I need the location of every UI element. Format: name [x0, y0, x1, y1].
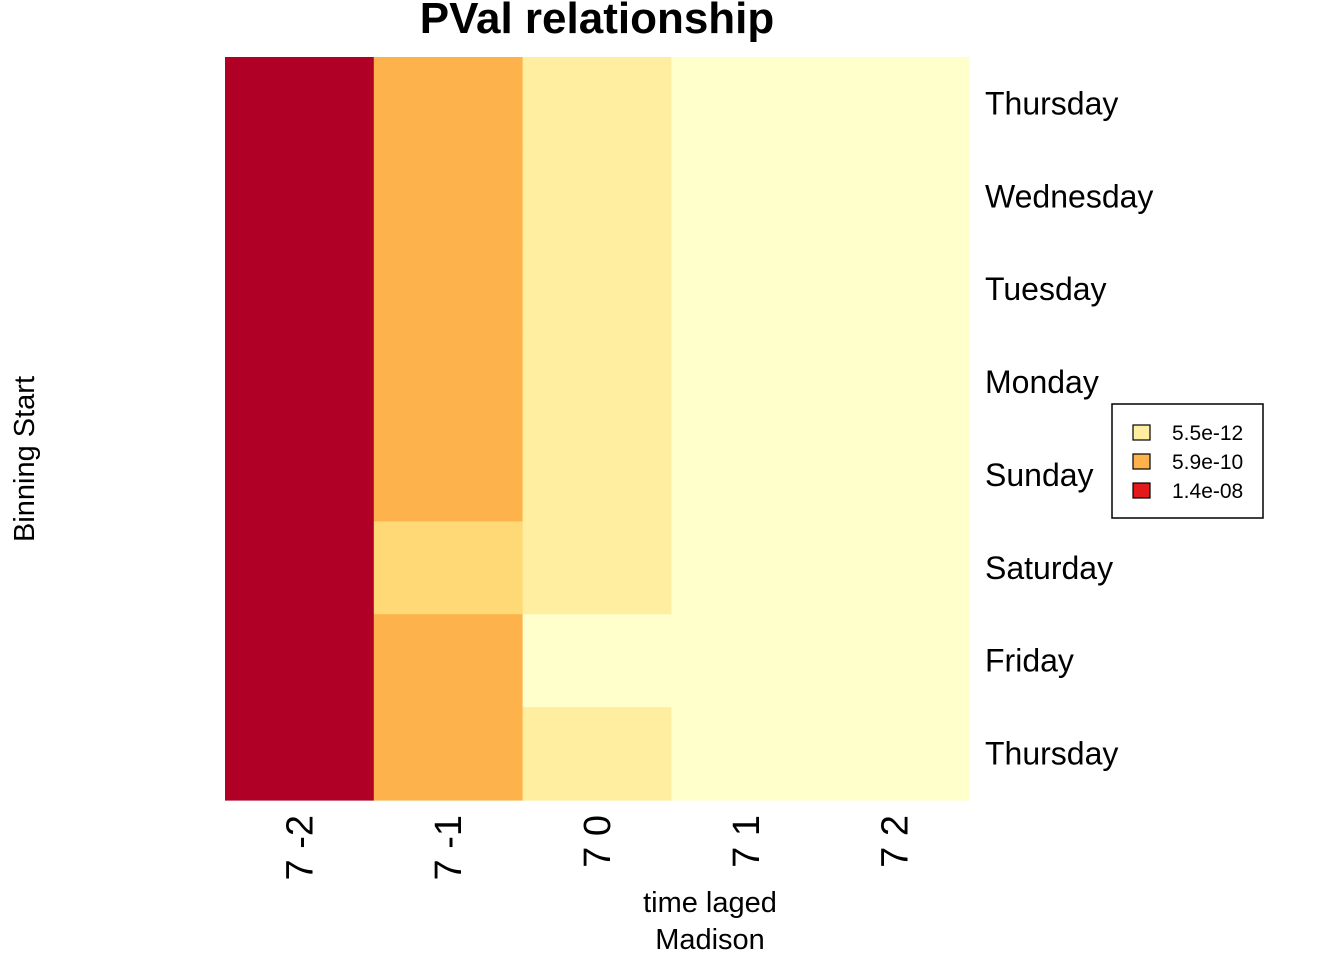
heatmap-cell: [373, 614, 524, 708]
heatmap-cell: [225, 57, 375, 151]
heatmap-cell: [820, 335, 970, 430]
heatmap-cell: [820, 242, 970, 337]
column-label: 7 1: [726, 815, 768, 868]
heatmap-cell: [225, 614, 375, 708]
legend-swatch: [1132, 482, 1151, 499]
column-label: 7 2: [875, 815, 917, 868]
heatmap-cell: [225, 521, 375, 615]
heatmap-cell: [522, 614, 672, 708]
heatmap-cell: [820, 428, 970, 522]
column-label: 7 0: [577, 815, 619, 868]
heatmap-cell: [522, 428, 672, 522]
heatmap-cell: [373, 521, 524, 615]
legend-swatch: [1132, 453, 1151, 470]
heatmap-cell: [373, 149, 524, 244]
heatmap-cell: [522, 521, 672, 615]
heatmap-cell: [671, 521, 821, 615]
legend-label: 5.5e-12: [1172, 422, 1243, 445]
heatmap-cell: [373, 428, 524, 522]
x-axis-label: time laged: [643, 887, 777, 919]
heatmap-cell: [522, 57, 672, 151]
heatmap-cell: [225, 149, 375, 244]
row-labels: Thursday Wednesday Tuesday Monday Sunday Satu…: [985, 85, 1153, 771]
legend: 5.5e-12 5.9e-10 1.4e-08: [1111, 403, 1264, 519]
heatmap-cell: [373, 57, 524, 151]
heatmap-cell: [820, 707, 970, 801]
heatmap-cell: [671, 707, 821, 801]
heatmap-cell: [671, 149, 821, 244]
row-label: Wednesday: [985, 178, 1153, 214]
heatmap-cell: [225, 242, 375, 337]
heatmap-cell: [820, 521, 970, 615]
heatmap-cell: [522, 242, 672, 337]
legend-label: 1.4e-08: [1172, 480, 1243, 503]
heatmap-cell: [820, 57, 970, 151]
row-label: Thursday: [985, 85, 1118, 121]
chart-title: PVal relationship: [420, 0, 775, 43]
heatmap-cell: [522, 707, 672, 801]
heatmap-cell: [225, 428, 375, 522]
heatmap-cell: [820, 614, 970, 708]
row-label: Tuesday: [985, 271, 1107, 307]
heatmap-cell: [225, 335, 375, 430]
row-label: Sunday: [985, 457, 1094, 493]
heatmap-cell: [522, 149, 672, 244]
y-axis-label: Binning Start: [9, 376, 41, 542]
heatmap-cell: [671, 242, 821, 337]
heatmap-cell: [373, 707, 524, 801]
heatmap-cell: [671, 428, 821, 522]
x-axis-sublabel: Madison: [655, 924, 765, 956]
column-labels: 7 -2 7 -1 7 0 7 1 7 2: [279, 815, 916, 880]
legend-swatch: [1132, 424, 1151, 441]
heatmap-cell: [373, 335, 524, 430]
row-label: Monday: [985, 364, 1099, 400]
heatmap-cell: [522, 335, 672, 430]
row-label: Friday: [985, 643, 1074, 679]
row-label: Saturday: [985, 550, 1113, 586]
heatmap-cell: [671, 335, 821, 430]
heatmap-cell: [671, 57, 821, 151]
heatmap-cells: [225, 57, 970, 801]
heatmap-cell: [225, 707, 375, 801]
row-label: Thursday: [985, 736, 1118, 772]
heatmap-cell: [820, 149, 970, 244]
heatmap-cell: [373, 242, 524, 337]
legend-label: 5.9e-10: [1172, 451, 1243, 474]
column-label: 7 -2: [279, 815, 321, 880]
column-label: 7 -1: [428, 815, 470, 880]
heatmap-cell: [671, 614, 821, 708]
